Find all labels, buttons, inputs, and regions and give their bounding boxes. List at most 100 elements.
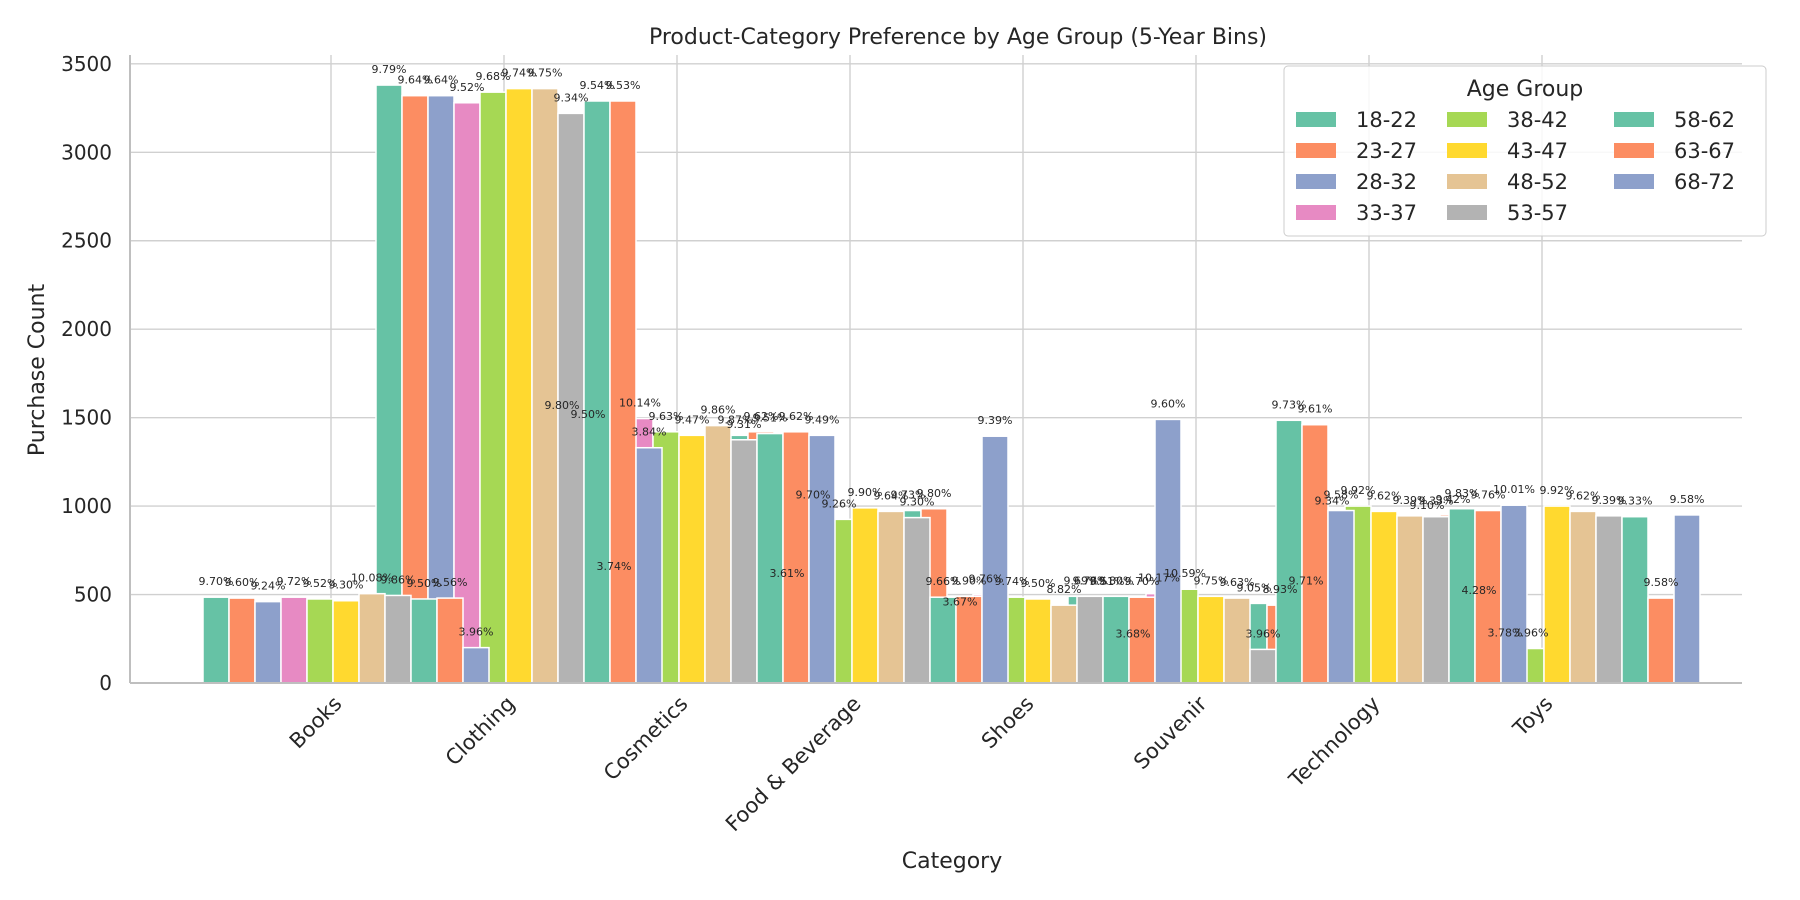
bar-value-label: 9.62% — [779, 410, 814, 423]
legend-entry-label: 33-37 — [1356, 201, 1417, 225]
legend-entry-label: 28-32 — [1356, 170, 1417, 194]
bar — [228, 597, 256, 684]
legend-entry-label: 38-42 — [1507, 108, 1568, 132]
y-tick-label: 1000 — [61, 494, 112, 518]
bar-value-label: 9.51% — [753, 412, 788, 425]
y-tick-label: 500 — [74, 583, 112, 607]
bar — [1102, 595, 1130, 684]
bar — [531, 87, 559, 684]
bar-value-label: 10.01% — [1493, 483, 1535, 496]
bar — [254, 600, 282, 684]
bar-value-label: 9.26% — [822, 497, 857, 510]
bar-value-label: 9.74% — [502, 67, 537, 80]
bar — [929, 596, 957, 684]
bar-value-label: 9.72% — [277, 575, 312, 588]
bar — [1500, 504, 1528, 684]
bar-value-label: 9.64% — [398, 74, 433, 87]
bar-value-label: 9.78% — [1073, 574, 1108, 587]
bar-value-label: 9.50% — [571, 408, 606, 421]
bar-value-label: 9.60% — [1151, 397, 1186, 410]
bar-value-label: 9.53% — [606, 79, 641, 92]
bar-value-label: 9.76% — [969, 573, 1004, 586]
legend-entry-label: 48-52 — [1507, 170, 1568, 194]
bar-value-label: 9.90% — [952, 574, 987, 587]
bar — [1301, 423, 1329, 684]
legend-swatch — [1447, 112, 1487, 127]
bar — [1128, 596, 1156, 684]
bar — [436, 597, 464, 684]
bar — [1076, 595, 1104, 684]
legend-box — [1283, 65, 1767, 237]
bar — [903, 516, 931, 684]
bar — [756, 432, 784, 684]
bar-value-label: 8.93% — [1263, 583, 1298, 596]
bar-value-label: 9.70% — [796, 489, 831, 502]
bar — [1249, 648, 1277, 684]
x-axis-label: Category — [902, 849, 1003, 874]
bar — [635, 446, 663, 684]
bar-value-label: 9.76% — [1471, 489, 1506, 502]
bar-value-label: 9.71% — [1289, 574, 1324, 587]
bar-value-label: 9.30% — [900, 496, 935, 509]
bar-value-label: 9.33% — [1618, 495, 1653, 508]
bar-value-label: 9.39% — [1393, 494, 1428, 507]
bar-value-label: 9.75% — [528, 67, 563, 80]
bar-value-label: 9.58% — [1644, 576, 1679, 589]
bar-value-label: 9.58% — [1324, 489, 1359, 502]
bar-value-label: 10.08% — [351, 572, 393, 585]
bar-value-label: 9.47% — [675, 413, 710, 426]
bar — [583, 100, 611, 684]
bar-value-label: 3.78% — [1488, 627, 1523, 640]
legend-swatch — [1614, 112, 1654, 127]
bar — [1154, 418, 1182, 684]
bar-value-label: 9.51% — [1090, 575, 1125, 588]
y-tick-label: 1500 — [61, 406, 112, 430]
legend-entry-label: 18-22 — [1356, 108, 1417, 132]
bar-value-label: 9.70% — [199, 575, 234, 588]
legend-swatch — [1447, 143, 1487, 158]
bar — [609, 100, 637, 684]
bar — [851, 507, 879, 684]
bar-value-label: 9.54% — [580, 79, 615, 92]
bar-value-label: 9.62% — [1566, 489, 1601, 502]
bar — [358, 592, 386, 684]
bar — [505, 87, 533, 684]
bar-value-label: 9.62% — [744, 410, 779, 423]
bar-value-label: 3.67% — [943, 596, 978, 609]
bar-value-label: 9.39% — [1592, 494, 1627, 507]
bar-value-label: 9.62% — [1367, 489, 1402, 502]
bar-value-label: 9.90% — [848, 486, 883, 499]
bar-value-label: 9.50% — [1021, 577, 1056, 590]
bar-value-label: 9.34% — [554, 91, 589, 104]
bar-value-label: 9.52% — [303, 577, 338, 590]
bar — [1621, 515, 1649, 684]
bar-value-label: 9.30% — [329, 579, 364, 592]
bar-value-label: 9.83% — [1445, 487, 1480, 500]
bar-value-label: 9.58% — [1670, 493, 1705, 506]
bar-value-label: 3.96% — [1246, 627, 1281, 640]
bar — [1050, 604, 1078, 684]
chart-title: Product-Category Preference by Age Group… — [649, 25, 1267, 50]
legend-entry-label: 53-57 — [1507, 201, 1568, 225]
bar — [479, 91, 507, 684]
bar — [410, 598, 438, 684]
bar-value-label: 9.05% — [1237, 581, 1272, 594]
x-tick-label: Books — [285, 692, 347, 754]
bar — [704, 424, 732, 684]
y-tick-label: 2500 — [61, 229, 112, 253]
x-tick-label: Souvenir — [1129, 691, 1212, 774]
bar — [1370, 510, 1398, 684]
bar-value-label: 9.64% — [424, 74, 459, 87]
bar — [1595, 515, 1623, 684]
bar-value-label: 9.66% — [926, 575, 961, 588]
x-tick-label: Food & Beverage — [721, 692, 866, 837]
bar-value-label: 3.74% — [597, 560, 632, 573]
bar — [877, 510, 905, 684]
legend-entry-label: 43-47 — [1507, 139, 1568, 163]
y-tick-label: 0 — [99, 671, 112, 695]
y-tick-label: 3500 — [61, 52, 112, 76]
bar-value-label: 9.80% — [545, 399, 580, 412]
bar-value-label: 9.42% — [1436, 493, 1471, 506]
